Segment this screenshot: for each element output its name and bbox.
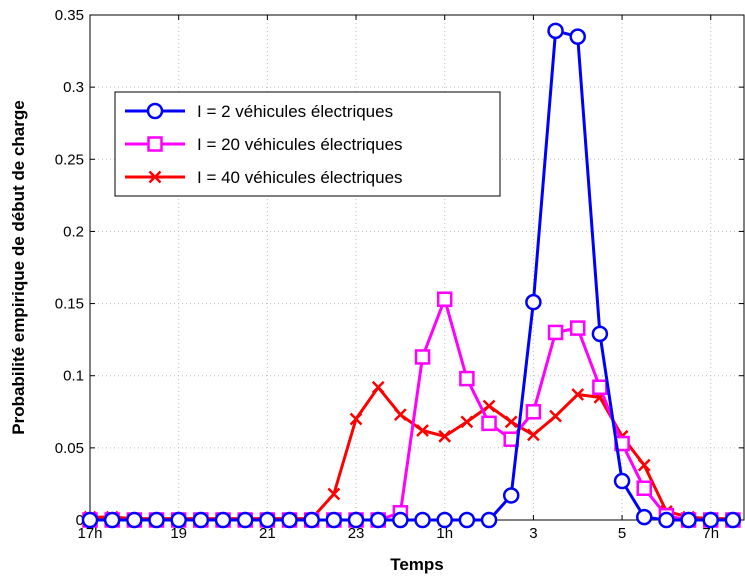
data-point-x [393, 408, 407, 422]
data-point-square [481, 415, 497, 432]
x-tick-label: 21 [259, 525, 276, 542]
series-line [90, 297, 733, 522]
data-point-circle [635, 508, 653, 526]
x-axis-title: Temps [390, 555, 444, 574]
data-point-circle [236, 511, 254, 529]
data-point-square [592, 379, 608, 396]
data-point-circle [103, 511, 121, 529]
data-point-circle [724, 511, 742, 529]
data-point-x [637, 458, 651, 472]
x-tick-label: 23 [348, 525, 365, 542]
data-point-circle [414, 511, 431, 529]
series-group [81, 22, 742, 529]
data-point-circle [259, 511, 276, 529]
data-point-square [636, 480, 652, 497]
series-circle [81, 22, 742, 529]
x-tick-label: 19 [170, 525, 187, 542]
x-tick-label: 17h [77, 525, 102, 542]
x-tick-label: 1h [436, 525, 453, 542]
data-point-circle [146, 102, 164, 120]
data-point-x [482, 399, 496, 413]
axis-ticks: 17h 19 21 23 1h 3 5 7h 0 0.05 0.1 0.15 0.2 0.25 0.3 0.3… [55, 7, 744, 542]
series-x [83, 380, 740, 525]
x-tick-label: 5 [618, 525, 626, 542]
data-point-circle [591, 325, 609, 343]
data-point-x [571, 388, 585, 401]
series-square [82, 291, 741, 528]
y-tick-label: 0.35 [55, 7, 84, 24]
legend-label: I = 40 véhicules électriques [197, 168, 403, 187]
data-point-circle [303, 511, 320, 529]
legend-label: I = 20 véhicules électriques [197, 135, 403, 154]
data-point-circle [392, 511, 409, 529]
data-point-circle [281, 511, 298, 529]
y-tick-label: 0.1 [63, 368, 84, 385]
data-point-circle [569, 28, 586, 45]
data-point-circle [702, 511, 719, 529]
data-point-square [525, 404, 542, 420]
data-point-circle [347, 511, 365, 529]
data-point-circle [525, 293, 542, 311]
data-point-x [327, 487, 341, 501]
data-point-square [147, 136, 163, 152]
data-point-x [371, 380, 385, 394]
data-point-x [504, 415, 518, 429]
data-point-circle [547, 22, 564, 40]
data-point-circle [369, 511, 387, 529]
data-point-x [349, 412, 363, 426]
plot-frame [89, 14, 745, 521]
data-point-x [416, 424, 429, 437]
data-point-square [436, 291, 453, 307]
legend-label: I = 2 véhicules électriques [197, 102, 393, 121]
y-tick-label: 0.3 [63, 79, 84, 96]
grid-lines [89, 14, 744, 521]
y-axis-title: Probabilité empirique de début de charge [9, 100, 28, 434]
data-point-square [414, 349, 431, 365]
data-point-circle [613, 472, 631, 490]
data-point-circle [658, 511, 675, 529]
data-point-x [148, 170, 162, 184]
data-point-x [438, 429, 452, 443]
data-point-circle [458, 511, 476, 529]
data-point-circle [192, 511, 210, 529]
data-point-circle [170, 511, 187, 529]
series-line [90, 385, 733, 521]
data-point-circle [214, 511, 232, 529]
data-point-circle [325, 511, 343, 529]
data-point-circle [480, 511, 498, 529]
data-point-x [549, 409, 562, 423]
y-tick-label: 0 [76, 512, 84, 529]
data-point-x [460, 415, 474, 429]
data-point-circle [436, 511, 453, 529]
data-point-square [459, 370, 475, 387]
data-point-circle [126, 511, 143, 529]
x-tick-label: 7h [702, 525, 719, 542]
y-tick-label: 0.05 [55, 440, 84, 457]
data-point-circle [81, 511, 99, 529]
x-tick-label: 3 [529, 525, 537, 542]
y-tick-label: 0.25 [55, 151, 84, 168]
data-point-square [547, 324, 564, 341]
legend: I = 2 véhicules électriques I = 20 véhicu… [114, 91, 501, 197]
y-tick-label: 0.2 [63, 223, 84, 240]
data-point-circle [680, 511, 697, 529]
data-point-circle [148, 511, 165, 529]
data-point-square [569, 320, 586, 336]
y-tick-label: 0.15 [55, 296, 84, 313]
data-point-circle [502, 487, 520, 504]
data-point-x [527, 428, 540, 442]
